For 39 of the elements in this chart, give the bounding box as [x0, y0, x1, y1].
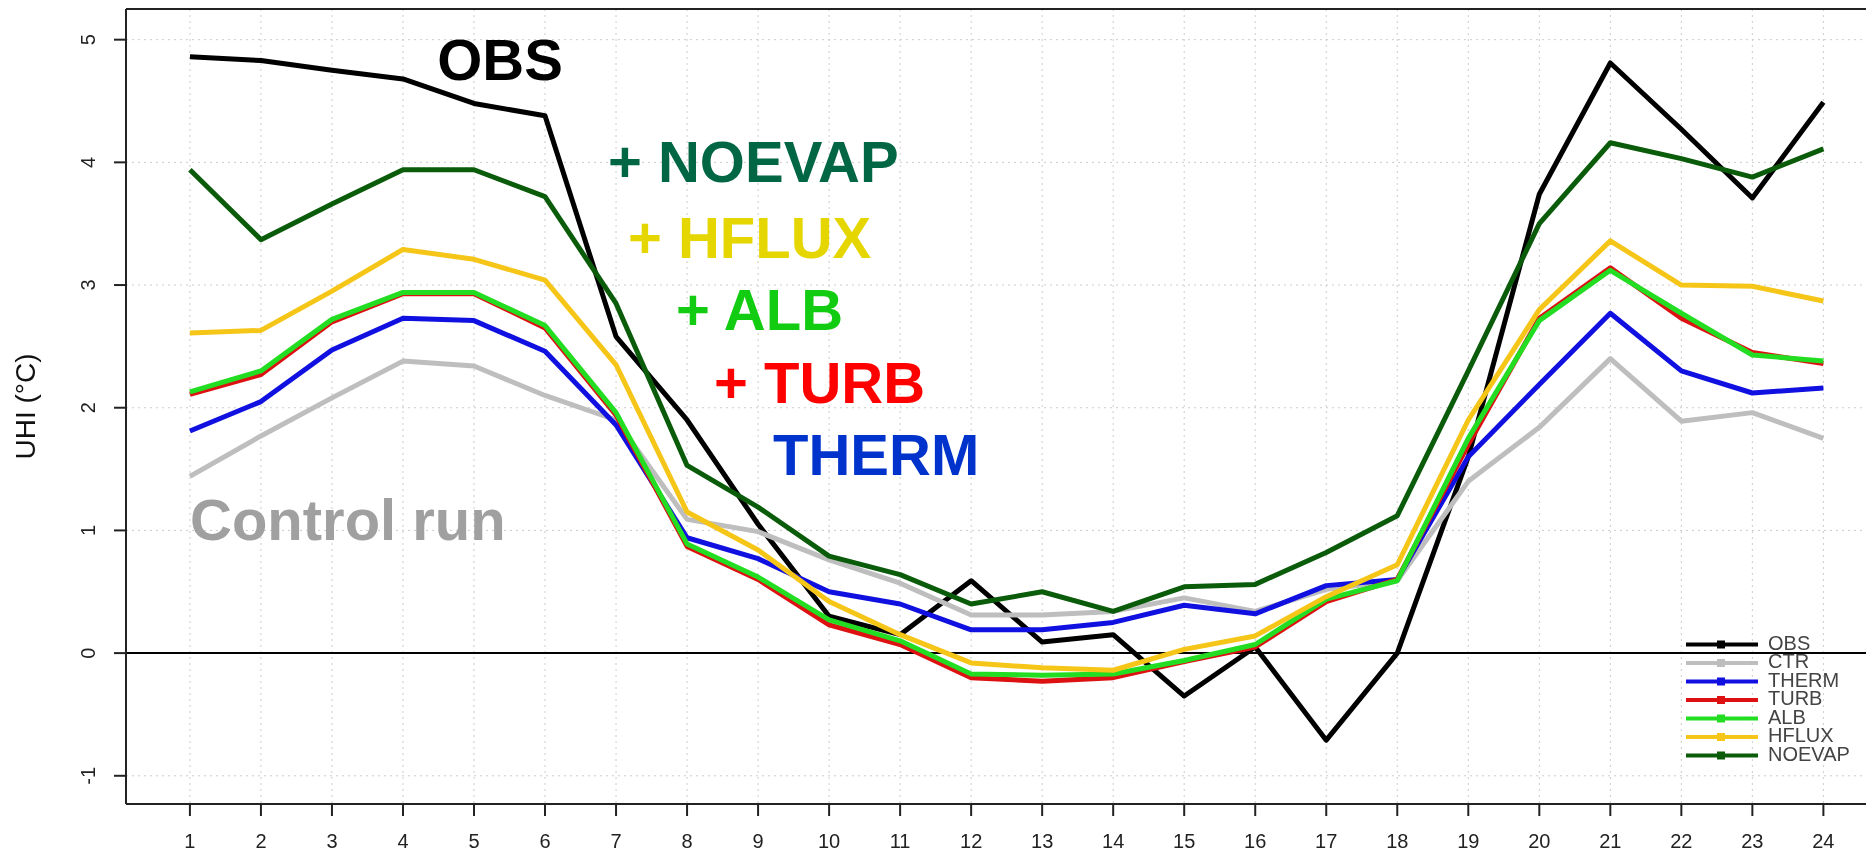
- annotation: + NOEVAP: [608, 129, 899, 194]
- x-tick-label: 2: [255, 830, 267, 852]
- x-tick-label: 6: [539, 830, 551, 852]
- x-tick-label: 12: [960, 830, 983, 852]
- y-tick-label: 1: [77, 524, 100, 536]
- x-tick-label: 5: [468, 830, 480, 852]
- x-tick-label: 11: [889, 830, 911, 852]
- x-tick-label: 14: [1102, 830, 1125, 852]
- x-tick-label: 21: [1599, 830, 1622, 852]
- annotation: OBS: [437, 27, 563, 92]
- x-tick-label: 19: [1457, 830, 1480, 852]
- x-tick-label: 20: [1528, 830, 1551, 852]
- x-tick-label: 16: [1244, 830, 1267, 852]
- y-tick-label: 2: [77, 402, 100, 414]
- y-tick-label: -1: [77, 766, 100, 785]
- y-tick-label: 4: [77, 156, 100, 168]
- x-tick-label: 10: [817, 830, 841, 852]
- y-tick-label: 3: [77, 279, 100, 291]
- x-tick-label: 18: [1386, 830, 1409, 852]
- x-tick-label: 13: [1031, 830, 1054, 852]
- x-tick-label: 24: [1812, 830, 1835, 852]
- x-tick-label: 9: [752, 830, 764, 852]
- x-tick-label: 1: [184, 830, 196, 852]
- x-tick-label: 17: [1315, 830, 1338, 852]
- annotation: + ALB: [676, 277, 844, 342]
- annotation: + HFLUX: [628, 205, 872, 270]
- x-tick-label: 23: [1741, 830, 1764, 852]
- y-tick-label: 0: [77, 647, 100, 659]
- annotation: THERM: [773, 422, 980, 487]
- x-tick-label: 4: [397, 830, 409, 852]
- annotation: Control run: [190, 487, 506, 552]
- x-tick-label: 7: [610, 830, 622, 852]
- y-axis-title: UHI (°C): [10, 353, 42, 460]
- y-tick-label: 5: [77, 34, 100, 46]
- x-tick-label: 8: [681, 830, 693, 852]
- x-tick-label: 15: [1173, 830, 1196, 852]
- x-tick-label: 3: [326, 830, 338, 852]
- annotation: + TURB: [714, 350, 926, 415]
- x-tick-label: 22: [1670, 830, 1693, 852]
